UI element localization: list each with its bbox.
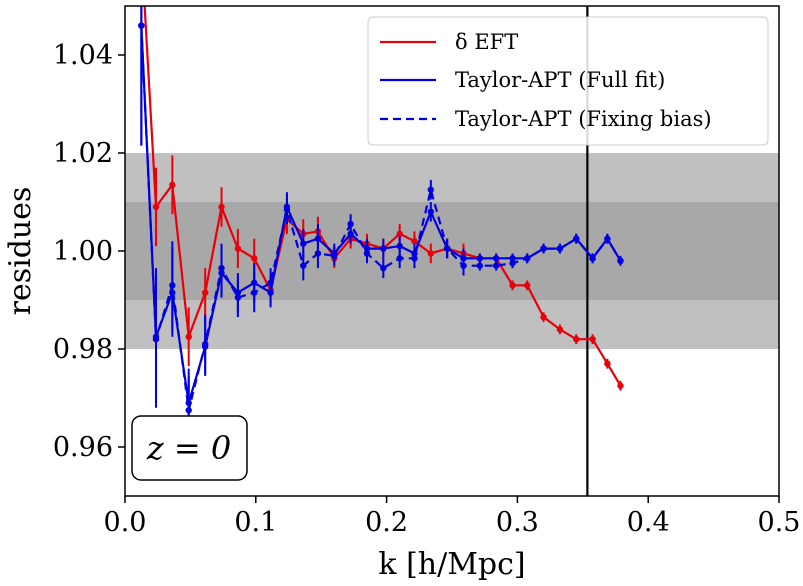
legend-label-delta-eft: δ EFT	[455, 30, 518, 54]
data-point	[234, 245, 242, 252]
series-layer	[138, 6, 624, 445]
data-point	[476, 255, 484, 262]
legend-label-taylor-apt-full-fit: Taylor-APT (Full fit)	[455, 68, 665, 92]
data-point	[524, 282, 531, 289]
x-axis-ticks: 0.0 0.1 0.2 0.3 0.4 0.5	[104, 496, 801, 538]
data-point	[251, 279, 258, 287]
data-point	[152, 333, 160, 340]
data-point	[493, 262, 500, 269]
data-point	[185, 333, 192, 340]
data-point	[300, 240, 307, 247]
data-point	[380, 264, 387, 272]
data-point	[427, 186, 435, 193]
x-tick-label: 0.1	[234, 507, 277, 538]
data-point	[185, 399, 192, 407]
x-tick-label: 0.3	[496, 507, 539, 538]
data-point	[380, 245, 387, 252]
data-point	[411, 238, 418, 245]
data-point	[169, 289, 176, 296]
data-point	[589, 255, 596, 262]
data-point	[152, 203, 160, 211]
data-point	[509, 282, 516, 289]
y-axis-ticks: 0.96 0.98 1.00 1.02 1.04	[53, 40, 125, 463]
data-point	[267, 289, 274, 296]
data-point	[138, 22, 145, 29]
data-point	[300, 262, 307, 269]
redshift-annotation: z = 0	[131, 415, 248, 481]
data-point	[411, 250, 418, 257]
data-point	[427, 208, 435, 215]
annotation-box	[131, 415, 248, 481]
y-tick-label: 0.98	[53, 334, 113, 365]
data-point	[509, 255, 516, 262]
x-tick-label: 0.4	[627, 507, 670, 538]
data-point	[556, 245, 564, 252]
data-point	[460, 255, 467, 262]
data-point	[347, 230, 354, 238]
data-point	[396, 230, 403, 238]
data-point	[218, 203, 225, 211]
data-point	[493, 255, 500, 262]
annotation-label: z = 0	[146, 429, 231, 467]
data-point	[540, 245, 547, 252]
data-point	[573, 235, 580, 242]
data-point	[201, 343, 209, 350]
data-point	[589, 336, 596, 343]
data-point	[524, 255, 531, 262]
legend-label-taylor-apt-fixing-bias: Taylor-APT (Fixing bias)	[455, 107, 712, 131]
x-axis-label: k [h/Mpc]	[378, 547, 525, 582]
data-point	[617, 257, 624, 264]
legend-box	[367, 16, 769, 146]
y-tick-label: 1.04	[53, 40, 113, 71]
data-point	[314, 235, 322, 242]
data-point	[604, 235, 611, 242]
series-taylor-apt-full-fit	[138, 6, 624, 438]
data-point	[617, 382, 624, 389]
data-point	[283, 203, 291, 211]
data-point	[540, 313, 547, 321]
y-tick-label: 1.00	[53, 236, 113, 267]
x-tick-label: 0.0	[104, 507, 147, 538]
data-point	[604, 360, 611, 367]
x-tick-label: 0.2	[365, 507, 408, 538]
legend: δ EFT Taylor-APT (Full fit) Taylor-APT (…	[367, 16, 769, 146]
data-point	[556, 326, 564, 333]
data-point	[396, 255, 403, 262]
data-point	[251, 255, 258, 262]
data-point	[427, 250, 435, 257]
data-point	[443, 245, 451, 252]
data-point	[331, 250, 338, 257]
data-point	[396, 242, 403, 250]
data-point	[218, 269, 225, 277]
data-point	[169, 181, 176, 189]
data-point	[476, 262, 484, 269]
y-tick-label: 1.02	[53, 138, 113, 169]
y-axis-label: residues	[3, 187, 38, 316]
x-tick-label: 0.5	[758, 507, 801, 538]
data-point	[234, 289, 242, 296]
y-tick-label: 0.96	[53, 432, 113, 463]
data-point	[201, 289, 209, 296]
data-point	[363, 245, 371, 252]
data-point	[573, 336, 580, 343]
